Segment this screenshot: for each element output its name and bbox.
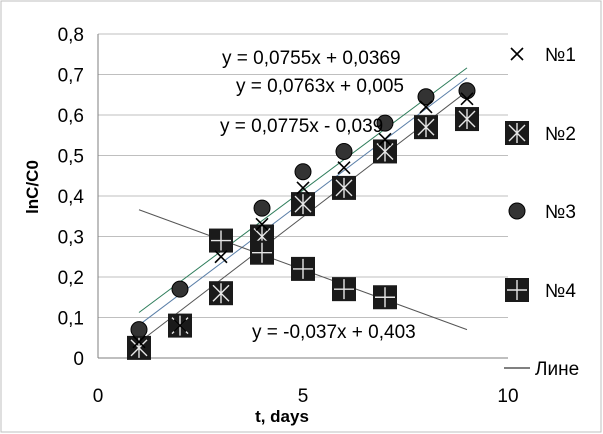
point-series-1 — [173, 319, 187, 333]
point-series-1 — [255, 217, 269, 231]
marker-circle-shape — [376, 114, 394, 132]
point-series-3 — [253, 199, 271, 217]
marker-circle-shape — [508, 202, 526, 220]
trendline-1 — [138, 67, 468, 313]
grid — [97, 33, 508, 359]
point-series-1 — [460, 92, 474, 106]
legend-label-1: №1 — [545, 45, 576, 66]
point-series-2 — [455, 107, 479, 132]
marker-x-shape — [214, 250, 228, 264]
point-series-4 — [250, 240, 274, 265]
point-series-2 — [168, 313, 192, 338]
legend-marker-4 — [505, 278, 529, 302]
trendline-3 — [138, 90, 468, 343]
point-series-2 — [209, 281, 233, 306]
marker-plus-shape — [252, 242, 272, 263]
y-tick-label: 0,4 — [58, 187, 85, 208]
legend-marker-2 — [505, 121, 529, 145]
legend-marker-3 — [508, 202, 526, 220]
point-series-1 — [214, 250, 228, 264]
y-tick-label: 0,6 — [58, 106, 84, 127]
point-series-2 — [414, 115, 438, 140]
point-series-4 — [373, 285, 397, 310]
marker-x-shape — [255, 217, 269, 231]
marker-x-shape — [173, 319, 187, 333]
point-series-3 — [458, 82, 476, 100]
y-tick-labels: 0 0,1 0,2 0,3 0,4 0,5 0,6 0,7 0,8 — [58, 25, 85, 370]
trendline-equations: y = 0,0755x + 0,0369 y = 0,0763x + 0,005 y… — [220, 48, 416, 343]
marker-plus-shape — [334, 279, 354, 300]
marker-plus-shape — [211, 230, 231, 251]
y-tick-label: 0,1 — [58, 309, 84, 330]
legend-label-4: №4 — [545, 281, 576, 302]
point-series-2 — [127, 335, 151, 360]
marker-circle-shape — [294, 163, 312, 181]
y-axis-label: lnC/C0 — [23, 160, 42, 214]
point-series-3 — [171, 280, 189, 298]
marker-x-shape — [378, 132, 392, 146]
y-tick-label: 0,2 — [58, 268, 84, 289]
marker-x-shape — [132, 335, 146, 349]
legend-marker-1 — [510, 47, 524, 61]
point-series-1 — [337, 161, 351, 175]
point-series-1 — [378, 132, 392, 146]
marker-x-shape — [510, 47, 524, 61]
point-series-1 — [296, 181, 310, 195]
x-tick-label: 0 — [93, 386, 104, 407]
marker-asterisk-shape — [417, 117, 435, 138]
x-tick-label: 5 — [298, 386, 309, 407]
marker-circle-shape — [335, 142, 353, 160]
marker-asterisk-shape — [294, 194, 312, 215]
marker-circle-shape — [130, 321, 148, 339]
y-tick-label: 0,7 — [58, 66, 84, 87]
point-series-2 — [291, 192, 315, 217]
x-tick-labels: 0 5 10 — [93, 386, 519, 407]
marker-circle-shape — [417, 88, 435, 106]
marker-asterisk-shape — [458, 109, 476, 130]
marker-x-shape — [337, 161, 351, 175]
trendline-equation-3: y = 0,0775x - 0,039 — [220, 116, 383, 137]
marker-asterisk-shape — [335, 177, 353, 198]
marker-asterisk-shape — [508, 123, 526, 143]
marker-asterisk-shape — [376, 141, 394, 162]
point-series-3 — [335, 142, 353, 160]
y-tick-label: 0,8 — [58, 25, 84, 46]
marker-circle-shape — [253, 199, 271, 217]
point-series-4 — [291, 256, 315, 281]
legend: №1 №2 №3 №4 Лине — [504, 45, 579, 380]
legend-label-2: №2 — [545, 124, 576, 145]
x-tick-label: 10 — [497, 386, 518, 407]
data-points — [127, 82, 479, 360]
point-series-2 — [332, 175, 356, 200]
point-series-4 — [332, 277, 356, 302]
marker-plus-shape — [293, 258, 313, 279]
y-tick-label: 0,5 — [58, 147, 84, 168]
marker-circle-shape — [458, 82, 476, 100]
point-series-3 — [417, 88, 435, 106]
trendline-equation-2: y = 0,0763x + 0,005 — [236, 76, 404, 97]
marker-circle-shape — [171, 280, 189, 298]
marker-asterisk-shape — [212, 283, 230, 304]
marker-x-shape — [419, 100, 433, 114]
point-series-4 — [209, 228, 233, 253]
point-series-1 — [132, 335, 146, 349]
point-series-3 — [376, 114, 394, 132]
marker-plus-shape — [507, 280, 527, 300]
legend-line-label: Лине — [535, 359, 579, 380]
y-tick-label: 0 — [73, 349, 84, 370]
marker-x-shape — [460, 92, 474, 106]
point-series-2 — [373, 139, 397, 164]
marker-x-shape — [296, 181, 310, 195]
legend-label-3: №3 — [545, 202, 576, 223]
point-series-1 — [419, 100, 433, 114]
trendline-equation-1: y = 0,0755x + 0,0369 — [222, 48, 401, 69]
point-series-3 — [130, 321, 148, 339]
x-axis-label: t, days — [255, 407, 309, 426]
marker-plus-shape — [375, 287, 395, 308]
point-series-3 — [294, 163, 312, 181]
y-tick-label: 0,3 — [58, 228, 84, 249]
trendline-equation-4: y = -0,037x + 0,403 — [252, 322, 416, 343]
